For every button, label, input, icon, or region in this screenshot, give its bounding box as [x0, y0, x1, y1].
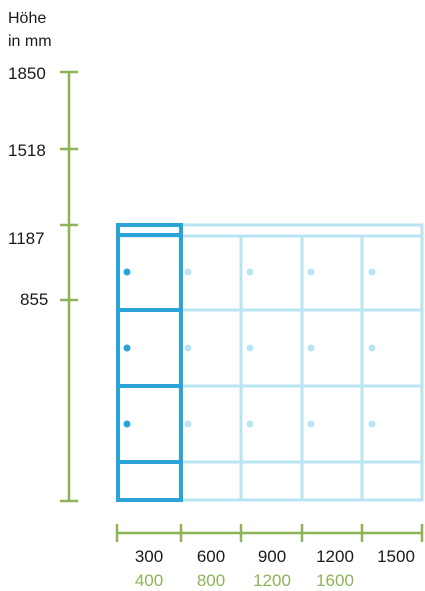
height-label-855: 855	[20, 290, 49, 309]
width-label-400: 400	[134, 571, 164, 590]
knob-icon	[368, 420, 376, 428]
highlighted-column-frame	[116, 223, 183, 502]
width-label-1200: 1200	[316, 547, 354, 566]
knob-icon	[184, 420, 192, 428]
height-label-1187: 1187	[8, 229, 45, 248]
cabinet-outer-frame	[116, 223, 424, 502]
width-label-1200-alt: 1200	[253, 571, 291, 590]
width-label-300: 300	[134, 547, 164, 566]
highlighted-column	[116, 223, 183, 502]
width-label-600: 600	[196, 547, 226, 566]
knob-icon	[368, 344, 376, 352]
knob-icon	[246, 344, 254, 352]
height-label-1518: 1518	[8, 141, 46, 160]
knob-icon	[184, 344, 192, 352]
knob-icon	[246, 268, 254, 276]
door-knobs	[123, 268, 376, 428]
knob-icon	[368, 268, 376, 276]
height-label-1850: 1850	[8, 64, 46, 83]
knob-icon	[123, 344, 131, 352]
height-axis	[60, 70, 78, 503]
knob-icon	[246, 420, 254, 428]
knob-icon	[307, 344, 315, 352]
knob-icon	[307, 268, 315, 276]
knob-icon	[123, 420, 131, 428]
axis-title-line2: in mm	[8, 33, 52, 50]
width-label-1600: 1600	[316, 571, 354, 590]
width-axis	[115, 524, 424, 542]
width-label-1500: 1500	[377, 547, 415, 566]
knob-icon	[307, 420, 315, 428]
knob-icon	[184, 268, 192, 276]
width-label-900: 900	[257, 547, 287, 566]
cabinet-grid	[116, 223, 424, 502]
axis-title-line1: Höhe	[8, 10, 47, 27]
knob-icon	[123, 268, 131, 276]
width-label-800: 800	[196, 571, 226, 590]
